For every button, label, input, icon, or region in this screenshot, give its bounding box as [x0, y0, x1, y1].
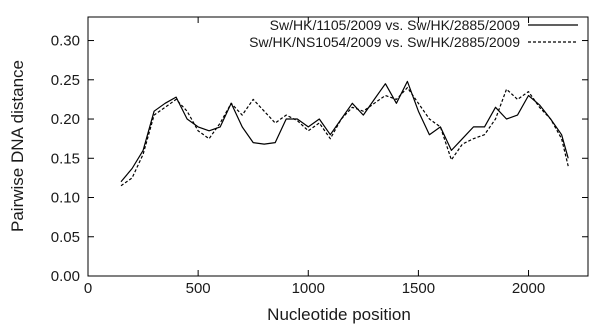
- series-line-1105: [120, 80, 569, 183]
- x-axis-label: Nucleotide position: [267, 305, 411, 324]
- y-tick-label: 0.15: [51, 150, 80, 167]
- legend-label: Sw/HK/1105/2009 vs. Sw/HK/2885/2009: [270, 17, 521, 33]
- x-tick-label: 1000: [292, 280, 325, 297]
- x-tick-label: 2000: [512, 280, 545, 297]
- x-tick-label: 500: [186, 280, 211, 297]
- axes: 0.00 0.05 0.10 0.15 0.20 0.25 0.30 0 500 1000 1500…: [51, 16, 589, 297]
- legend: Sw/HK/1105/2009 vs. Sw/HK/2885/2009Sw/HK…: [249, 17, 578, 50]
- y-tick-label: 0.25: [51, 72, 80, 89]
- y-tick-label: 0.00: [51, 268, 80, 285]
- x-tick-label: 1500: [402, 280, 435, 297]
- x-tick-label: 0: [84, 280, 92, 297]
- plot-frame: [87, 16, 589, 277]
- y-axis-label: Pairwise DNA distance: [8, 60, 27, 232]
- y-tick-label: 0.05: [51, 229, 80, 246]
- legend-label: Sw/HK/NS1054/2009 vs. Sw/HK/2885/2009: [249, 34, 520, 50]
- series-line-ns1054: [120, 86, 569, 187]
- y-tick-label: 0.20: [51, 111, 80, 128]
- y-tick-label: 0.30: [51, 33, 80, 50]
- y-tick-label: 0.10: [51, 190, 80, 207]
- series-lines: [120, 80, 569, 187]
